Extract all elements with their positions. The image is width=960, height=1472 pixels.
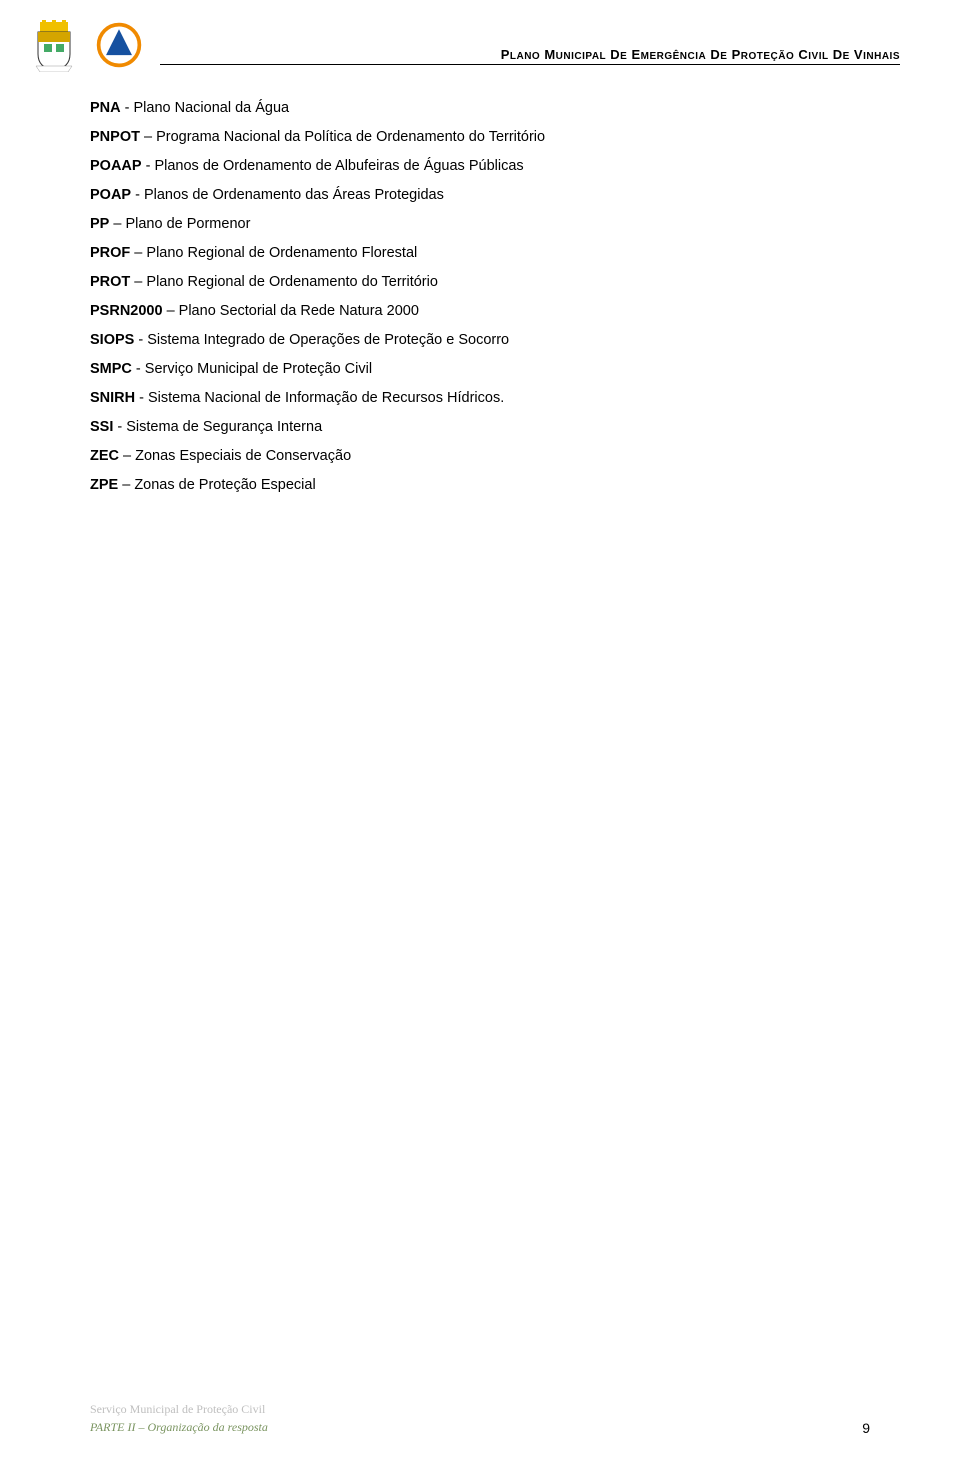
definition-entry: PNPOT – Programa Nacional da Política de… <box>90 123 870 152</box>
definition-entry: ZEC – Zonas Especiais de Conservação <box>90 442 870 471</box>
abbreviation: SNIRH <box>90 390 135 406</box>
definition-entry: POAAP - Planos de Ordenamento de Albufei… <box>90 152 870 181</box>
definition-entry: PSRN2000 – Plano Sectorial da Rede Natur… <box>90 297 870 326</box>
definition-entry: SNIRH - Sistema Nacional de Informação d… <box>90 384 870 413</box>
page-header: PLANO MUNICIPAL DE EMERGÊNCIA DE PROTEÇÃ… <box>0 0 960 72</box>
abbreviation: SMPC <box>90 361 132 377</box>
document-title: PLANO MUNICIPAL DE EMERGÊNCIA DE PROTEÇÃ… <box>501 47 900 62</box>
abbreviation: ZPE <box>90 477 118 493</box>
page-footer: Serviço Municipal de Proteção Civil PART… <box>90 1400 870 1436</box>
definition-entry: PNA - Plano Nacional da Água <box>90 94 870 123</box>
abbreviation: SIOPS <box>90 332 134 348</box>
abbreviation: PROT <box>90 274 130 290</box>
definition-entry: PP – Plano de Pormenor <box>90 210 870 239</box>
definition-entry: SIOPS - Sistema Integrado de Operações d… <box>90 326 870 355</box>
footer-part-label: PARTE II – Organização da resposta <box>90 1418 268 1436</box>
definition-text: - Planos de Ordenamento de Albufeiras de… <box>142 158 524 174</box>
definition-text: – Plano Regional de Ordenamento do Terri… <box>130 274 438 290</box>
footer-service-name: Serviço Municipal de Proteção Civil <box>90 1400 268 1418</box>
definition-entry: SSI - Sistema de Segurança Interna <box>90 413 870 442</box>
definition-text: - Serviço Municipal de Proteção Civil <box>132 361 372 377</box>
definition-entry: PROF – Plano Regional de Ordenamento Flo… <box>90 239 870 268</box>
definition-text: – Programa Nacional da Política de Orden… <box>140 129 545 145</box>
definitions-list: PNA - Plano Nacional da ÁguaPNPOT – Prog… <box>0 72 960 500</box>
definition-text: – Plano de Pormenor <box>109 216 250 232</box>
definition-text: - Sistema de Segurança Interna <box>113 419 322 435</box>
definition-text: – Zonas Especiais de Conservação <box>119 448 351 464</box>
definition-entry: SMPC - Serviço Municipal de Proteção Civ… <box>90 355 870 384</box>
definition-text: – Plano Regional de Ordenamento Floresta… <box>130 245 417 261</box>
definition-entry: ZPE – Zonas de Proteção Especial <box>90 471 870 500</box>
footer-text-block: Serviço Municipal de Proteção Civil PART… <box>90 1400 268 1436</box>
abbreviation: ZEC <box>90 448 119 464</box>
abbreviation: POAP <box>90 187 131 203</box>
abbreviation: PNPOT <box>90 129 140 145</box>
page-number: 9 <box>862 1420 870 1436</box>
definition-text: - Planos de Ordenamento das Áreas Proteg… <box>131 187 444 203</box>
civil-protection-icon <box>94 20 144 70</box>
definition-text: – Plano Sectorial da Rede Natura 2000 <box>163 303 419 319</box>
abbreviation: PROF <box>90 245 130 261</box>
abbreviation: PP <box>90 216 109 232</box>
definition-text: - Sistema Nacional de Informação de Recu… <box>135 390 504 406</box>
definition-text: - Plano Nacional da Água <box>121 100 289 116</box>
abbreviation: SSI <box>90 419 113 435</box>
abbreviation: POAAP <box>90 158 142 174</box>
definition-entry: PROT – Plano Regional de Ordenamento do … <box>90 268 870 297</box>
municipality-crest-icon <box>30 18 78 72</box>
definition-text: - Sistema Integrado de Operações de Prot… <box>134 332 509 348</box>
definition-entry: POAP - Planos de Ordenamento das Áreas P… <box>90 181 870 210</box>
abbreviation: PSRN2000 <box>90 303 163 319</box>
abbreviation: PNA <box>90 100 121 116</box>
definition-text: – Zonas de Proteção Especial <box>118 477 315 493</box>
header-rule: PLANO MUNICIPAL DE EMERGÊNCIA DE PROTEÇÃ… <box>160 25 900 65</box>
